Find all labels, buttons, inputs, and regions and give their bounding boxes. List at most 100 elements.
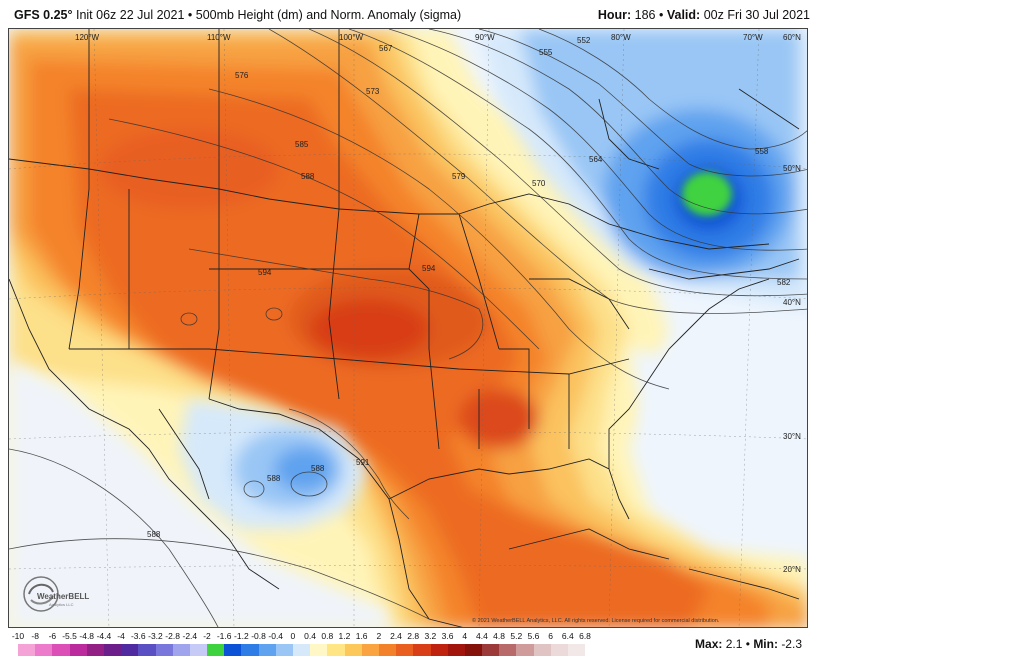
geography-lines — [9, 29, 800, 627]
colorbar — [18, 644, 586, 656]
header-bullet-2: • — [658, 8, 664, 22]
colorbar-swatch — [241, 644, 259, 656]
lon-label: 110°W — [207, 33, 231, 42]
colorbar-tick-label: -1.2 — [234, 631, 249, 641]
contour-label: 552 — [577, 36, 591, 45]
colorbar-tick-label: -2.4 — [182, 631, 198, 641]
colorbar-tick-label: 4 — [462, 631, 468, 641]
colorbar-tick-label: 3.2 — [424, 631, 437, 641]
max-value: 2.1 — [725, 637, 743, 651]
height-contours — [9, 29, 807, 627]
contour-label: 558 — [755, 147, 769, 156]
colorbar-swatch — [52, 644, 70, 656]
longitude-labels: 120°W 110°W 100°W 90°W 80°W 70°W 60°N — [75, 33, 801, 42]
lon-label: 70°W — [743, 33, 763, 42]
colorbar-tick-label: -8 — [31, 631, 39, 641]
contour-label: 585 — [295, 140, 309, 149]
colorbar-tick-label: -6 — [48, 631, 57, 641]
colorbar-tick-label: -3.6 — [130, 631, 146, 641]
colorbar-tick-label: 2 — [376, 631, 382, 641]
colorbar-swatch — [18, 644, 36, 656]
lon-label: 60°N — [783, 33, 801, 42]
colorbar-tick-label: 4.4 — [475, 631, 488, 641]
colorbar-tick-label: -2 — [203, 631, 211, 641]
weather-map: 120°W 110°W 100°W 90°W 80°W 70°W 60°N 50… — [8, 28, 808, 628]
colorbar-swatch — [413, 644, 431, 656]
colorbar-tick-label: -0.8 — [251, 631, 266, 641]
colorbar-swatch — [69, 644, 87, 656]
colorbar-swatch — [155, 644, 173, 656]
weatherbell-logo: WeatherBELL Analytics LLC — [19, 574, 109, 614]
hour-label: Hour: — [597, 8, 632, 22]
header-title: GFS 0.25° Init 06z 22 Jul 2021 • 500mb H… — [14, 8, 461, 22]
cold-anomaly-mexico — [179, 399, 369, 529]
lon-label: 80°W — [611, 33, 631, 42]
colorbar-tick-label: -10 — [11, 631, 25, 641]
product-name: 500mb Height (dm) and Norm. Anomaly (sig… — [195, 8, 462, 22]
model-name: GFS 0.25° — [14, 8, 73, 22]
contour-label: 573 — [366, 87, 380, 96]
contour-label: 594 — [258, 268, 272, 277]
contour-label: 570 — [532, 179, 546, 188]
lat-label: 40°N — [783, 298, 801, 307]
colorbar-swatch — [293, 644, 311, 656]
colorbar-swatch — [121, 644, 139, 656]
swirl-icon — [23, 576, 59, 612]
lon-label: 120°W — [75, 33, 100, 42]
colorbar-swatch — [430, 644, 448, 656]
colorbar-swatch — [207, 644, 225, 656]
hour-value: 186 — [634, 8, 656, 22]
contour-label: 588 — [267, 474, 281, 483]
colorbar-swatch — [482, 644, 500, 656]
colorbar-tick-label: -4.8 — [79, 631, 95, 641]
min-label: Min: — [753, 637, 778, 651]
lon-label: 90°W — [475, 33, 495, 42]
colorbar-tick-label: -4.4 — [96, 631, 112, 641]
header-bullet: • — [187, 8, 193, 22]
colorbar-tick-label: -2.8 — [165, 631, 180, 641]
colorbar-tick-labels: -10 -8 -6 -5.5 -4.8 -4.4 -4 -3.6 -3.2 -2.8 -2.4 -2-… — [12, 631, 612, 643]
logo-subtext: Analytics LLC — [49, 602, 74, 607]
colorbar-tick-label: 6 — [548, 631, 553, 641]
contour-labels: 576 573 567 555 552 585 588 579 570 564 … — [147, 36, 791, 539]
contour-label: 588 — [301, 172, 315, 181]
colorbar-tick-label: 5.2 — [510, 631, 523, 641]
contour-label: 576 — [235, 71, 249, 80]
colorbar-tick-label: 2.4 — [390, 631, 402, 641]
colorbar-tick-label: 2.8 — [407, 631, 420, 641]
contour-label: 588 — [311, 464, 325, 473]
colorbar-tick-label: -3.2 — [148, 631, 163, 641]
colorbar-tick-label: 0 — [290, 631, 296, 641]
colorbar-swatch — [327, 644, 345, 656]
colorbar-swatch — [172, 644, 190, 656]
grid-lines — [9, 29, 807, 627]
colorbar-swatch — [310, 644, 328, 656]
init-time: Init 06z 22 Jul 2021 — [75, 8, 185, 22]
colorbar-swatch — [224, 644, 242, 656]
colorbar-swatch — [516, 644, 534, 656]
colorbar-tick-label: 3.6 — [441, 631, 454, 641]
colorbar-swatch — [275, 644, 293, 656]
lat-label: 30°N — [783, 432, 801, 441]
colorbar-swatch — [550, 644, 568, 656]
logo-text: WeatherBELL — [37, 592, 90, 601]
colorbar-tick-label: 6.8 — [579, 631, 591, 641]
colorbar-swatch — [103, 644, 122, 656]
copyright-notice: © 2021 WeatherBELL Analytics, LLC. All r… — [472, 618, 720, 624]
valid-value: 00z Fri 30 Jul 2021 — [703, 8, 810, 22]
colorbar-tick-label: 6.4 — [561, 631, 574, 641]
anomaly-max-green — [682, 172, 732, 216]
latitude-labels: 50°N 40°N 30°N 20°N — [783, 164, 801, 574]
lat-label: 20°N — [783, 565, 801, 574]
contour-label: 582 — [777, 278, 791, 287]
colorbar-swatch — [344, 644, 362, 656]
colorbar-swatch — [568, 644, 586, 656]
colorbar-tick-label: 1.2 — [338, 631, 351, 641]
colorbar-swatch — [189, 644, 208, 656]
colorbar-swatch — [35, 644, 53, 656]
colorbar-tick-label: -5.5 — [62, 631, 77, 641]
contour-label: 579 — [452, 172, 466, 181]
contour-label: 555 — [539, 48, 553, 57]
colorbar-swatch — [447, 644, 465, 656]
colorbar-tick-label: 0.8 — [321, 631, 334, 641]
